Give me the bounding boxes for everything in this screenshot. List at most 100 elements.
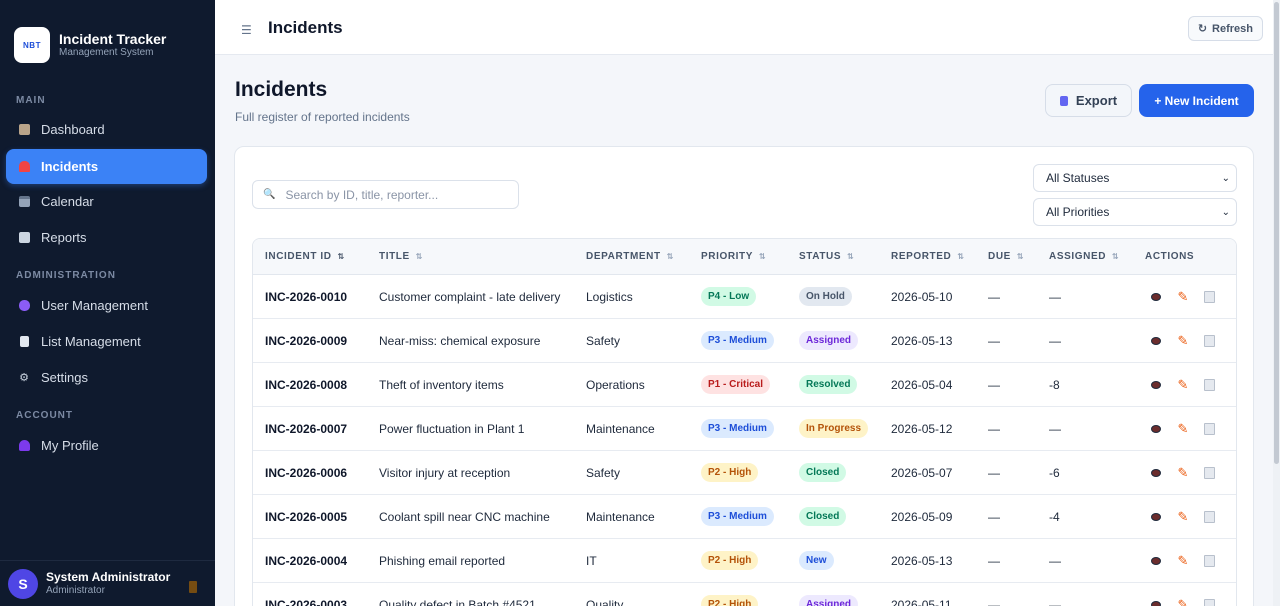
- delete-icon[interactable]: [1202, 378, 1216, 392]
- column-header-assigned[interactable]: ASSIGNED ⇅: [1049, 251, 1119, 262]
- priority-badge: P1 - Critical: [701, 375, 771, 394]
- section-label-administration: ADMINISTRATION: [16, 270, 116, 281]
- column-header-status[interactable]: STATUS ⇅: [799, 251, 854, 262]
- incident-due: —: [988, 378, 1000, 392]
- sidebar-item-dashboard[interactable]: Dashboard: [6, 112, 207, 147]
- delete-icon[interactable]: [1202, 334, 1216, 348]
- incident-reported-date: 2026-05-13: [891, 554, 953, 568]
- view-icon[interactable]: [1149, 554, 1163, 568]
- search-input[interactable]: [285, 187, 506, 202]
- incident-due: —: [988, 510, 1000, 524]
- column-header-label: ACTIONS: [1145, 251, 1195, 262]
- edit-icon[interactable]: ✎: [1177, 421, 1189, 436]
- column-header-reported[interactable]: REPORTED ⇅: [891, 251, 965, 262]
- column-header-department[interactable]: DEPARTMENT ⇅: [586, 251, 674, 262]
- priority-filter-select[interactable]: All Priorities ⌄: [1033, 198, 1237, 226]
- logout-icon[interactable]: [189, 581, 197, 593]
- table-row[interactable]: INC-2026-0007 Power fluctuation in Plant …: [253, 407, 1236, 451]
- view-icon[interactable]: [1149, 422, 1163, 436]
- table-row[interactable]: INC-2026-0009 Near-miss: chemical exposur…: [253, 319, 1236, 363]
- sidebar-item-settings[interactable]: ⚙ Settings: [6, 360, 207, 395]
- export-label: Export: [1075, 93, 1118, 108]
- view-icon[interactable]: [1149, 290, 1163, 304]
- brand[interactable]: NBT Incident Tracker Management System: [0, 0, 215, 72]
- status-badge: On Hold: [799, 287, 852, 306]
- incident-assigned: -6: [1049, 466, 1060, 480]
- edit-icon[interactable]: ✎: [1177, 553, 1189, 568]
- sidebar-item-list-management[interactable]: List Management: [6, 324, 207, 359]
- edit-icon[interactable]: ✎: [1177, 509, 1189, 524]
- table-row[interactable]: INC-2026-0006 Visitor injury at reception…: [253, 451, 1236, 495]
- search-box[interactable]: 🔍: [252, 180, 519, 209]
- current-user[interactable]: S System Administrator Administrator: [0, 560, 215, 606]
- incident-department: IT: [586, 554, 597, 568]
- export-button[interactable]: Export: [1045, 84, 1132, 117]
- delete-icon[interactable]: [1202, 554, 1216, 568]
- column-header-priority[interactable]: PRIORITY ⇅: [701, 251, 766, 262]
- incident-reported-date: 2026-05-09: [891, 510, 953, 524]
- table-row[interactable]: INC-2026-0003 Quality defect in Batch #45…: [253, 583, 1236, 606]
- incident-due: —: [988, 290, 1000, 304]
- incident-title: Visitor injury at reception: [379, 466, 511, 480]
- sidebar-item-incidents[interactable]: Incidents: [6, 149, 207, 184]
- column-header-due[interactable]: DUE ⇅: [988, 251, 1024, 262]
- sidebar-item-user-management[interactable]: User Management: [6, 288, 207, 323]
- status-badge: Closed: [799, 463, 847, 482]
- incident-reported-date: 2026-05-07: [891, 466, 953, 480]
- edit-icon[interactable]: ✎: [1177, 465, 1189, 480]
- sidebar-item-label: Calendar: [41, 194, 94, 209]
- edit-icon[interactable]: ✎: [1177, 597, 1189, 606]
- sort-icon: ⇅: [415, 252, 424, 261]
- column-header-incident-id[interactable]: INCIDENT ID ⇅: [265, 251, 345, 262]
- menu-toggle-icon[interactable]: ☰: [241, 23, 252, 37]
- scroll-thumb[interactable]: [1274, 2, 1279, 464]
- incident-department: Maintenance: [586, 510, 655, 524]
- status-badge: Resolved: [799, 375, 858, 394]
- new-incident-button[interactable]: + New Incident: [1139, 84, 1254, 117]
- document-icon: [17, 335, 31, 349]
- delete-icon[interactable]: [1202, 290, 1216, 304]
- incident-title: Near-miss: chemical exposure: [379, 334, 541, 348]
- delete-icon[interactable]: [1202, 466, 1216, 480]
- edit-icon[interactable]: ✎: [1177, 333, 1189, 348]
- view-icon[interactable]: [1149, 334, 1163, 348]
- sidebar-item-label: Incidents: [41, 159, 99, 174]
- chart-icon: [17, 231, 31, 245]
- view-icon[interactable]: [1149, 598, 1163, 606]
- delete-icon[interactable]: [1202, 510, 1216, 524]
- app-title: Incident Tracker: [59, 31, 167, 47]
- page-scrollbar[interactable]: [1273, 0, 1280, 606]
- view-icon[interactable]: [1149, 510, 1163, 524]
- page-subtitle: Full register of reported incidents: [235, 110, 410, 124]
- status-badge: Assigned: [799, 331, 859, 350]
- incident-department: Logistics: [586, 290, 633, 304]
- view-icon[interactable]: [1149, 466, 1163, 480]
- table-row[interactable]: INC-2026-0005 Coolant spill near CNC mach…: [253, 495, 1236, 539]
- column-header-title[interactable]: TITLE ⇅: [379, 251, 423, 262]
- table-row[interactable]: INC-2026-0008 Theft of inventory items Ope…: [253, 363, 1236, 407]
- incident-assigned: —: [1049, 334, 1061, 348]
- column-header-label: STATUS: [799, 251, 842, 262]
- priority-filter-value: All Priorities: [1046, 205, 1110, 219]
- table-row[interactable]: INC-2026-0010 Customer complaint - late d…: [253, 275, 1236, 319]
- table-row[interactable]: INC-2026-0004 Phishing email reported IT 20…: [253, 539, 1236, 583]
- view-icon[interactable]: [1149, 378, 1163, 392]
- incident-reported-date: 2026-05-12: [891, 422, 953, 436]
- column-header-label: DEPARTMENT: [586, 251, 661, 262]
- edit-icon[interactable]: ✎: [1177, 377, 1189, 392]
- column-header-label: REPORTED: [891, 251, 952, 262]
- priority-badge: P3 - Medium: [701, 507, 774, 526]
- delete-icon[interactable]: [1202, 598, 1216, 606]
- status-filter-select[interactable]: All Statuses ⌄: [1033, 164, 1237, 192]
- page-title: Incidents: [235, 78, 328, 101]
- sidebar-item-my-profile[interactable]: My Profile: [6, 428, 207, 463]
- sidebar-item-calendar[interactable]: Calendar: [6, 184, 207, 219]
- status-badge: Closed: [799, 507, 847, 526]
- avatar: S: [8, 568, 38, 599]
- incident-reported-date: 2026-05-11: [891, 598, 952, 606]
- refresh-button[interactable]: ↻ Refresh: [1187, 16, 1263, 41]
- sidebar-item-reports[interactable]: Reports: [6, 220, 207, 255]
- sort-icon: ⇅: [847, 252, 855, 261]
- edit-icon[interactable]: ✎: [1177, 289, 1189, 304]
- delete-icon[interactable]: [1202, 422, 1216, 436]
